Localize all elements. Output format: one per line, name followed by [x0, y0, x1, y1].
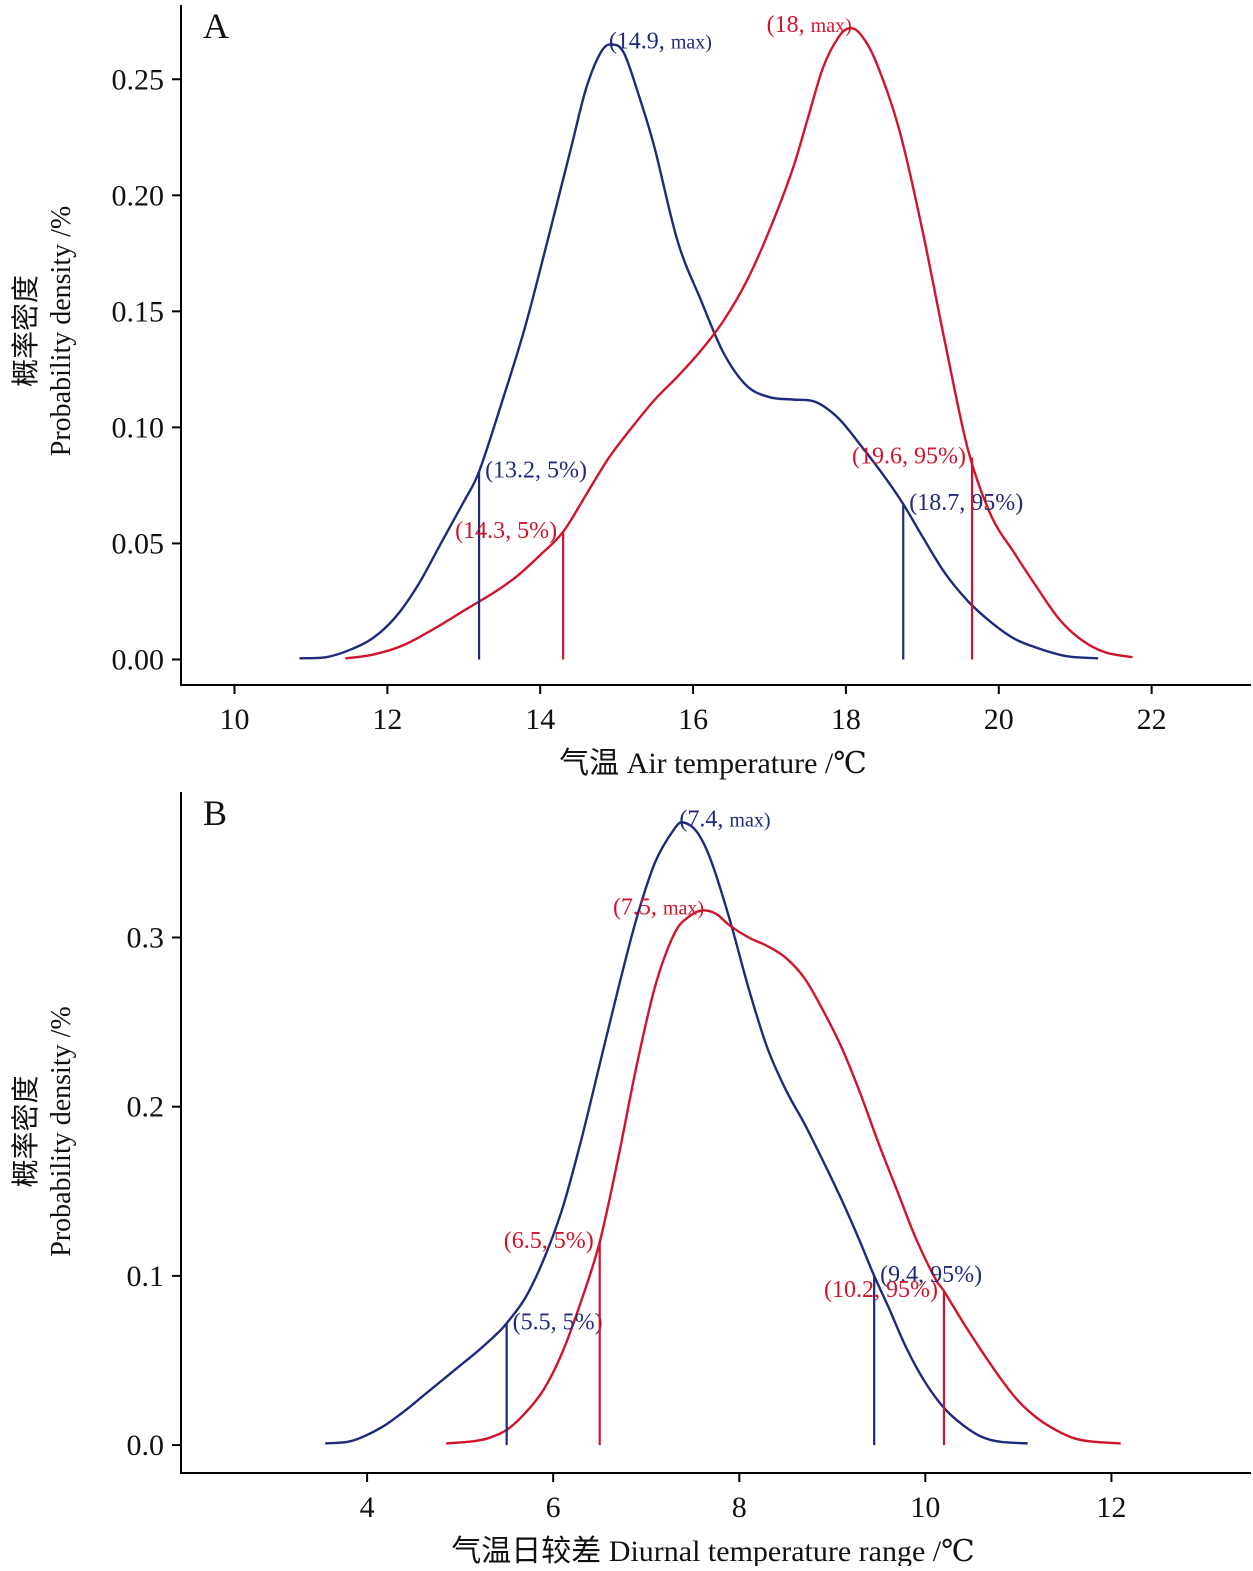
percentile-label: (14.3, 5%) [455, 518, 557, 544]
percentile-label: (9.4, 95%) [880, 1262, 982, 1288]
percentile-label: (19.6, 95%) [852, 444, 966, 470]
max-annotation-value: (7.5, [613, 894, 663, 920]
y-axis-title-en: Probability density /% [46, 1006, 77, 1256]
density-curve-red [345, 26, 1133, 660]
x-tick-label: 22 [1137, 703, 1167, 736]
x-axis-title: 气温日较差 Diurnal temperature range /℃ [451, 1535, 974, 1566]
panel-label: A [203, 6, 229, 46]
max-annotation-word: max) [729, 809, 770, 831]
density-curve-blue [299, 43, 1099, 660]
y-tick-label: 0.0 [127, 1429, 165, 1462]
x-tick-label: 4 [360, 1491, 375, 1524]
percentile-label: (18.7, 95%) [909, 490, 1023, 516]
max-annotation-value: (7.4, [679, 806, 729, 832]
x-tick-label: 20 [984, 703, 1014, 736]
percentile-label: (6.5, 5%) [504, 1228, 594, 1254]
panel-A: 10 12 14 16 18 20 22 0.00 0.05 0.10 0.15 0.20 0.25 A 气… [10, 5, 1251, 780]
y-tick-label: 0.00 [112, 643, 165, 676]
max-annotation: (7.4, max) [679, 806, 770, 832]
max-annotation-word: max) [663, 897, 704, 919]
x-tick-label: 12 [1096, 1491, 1126, 1524]
x-tick-label: 16 [678, 703, 708, 736]
x-tick-label: 12 [372, 703, 402, 736]
x-tick-label: 10 [220, 703, 250, 736]
y-tick-label: 0.2 [127, 1091, 165, 1124]
percentile-label: (10.2, 95%) [824, 1277, 938, 1303]
max-annotation: (14.9, max) [609, 28, 712, 54]
y-axis-title-cn: 概率密度 [10, 275, 42, 387]
x-axis-title: 气温 Air temperature /℃ [559, 747, 867, 780]
max-annotation: (18, max) [767, 12, 852, 38]
y-tick-label: 0.10 [112, 411, 165, 444]
density-curve-red [446, 909, 1121, 1445]
panel-B: 4 6 8 10 12 0.0 0.1 0.2 0.3 B 气温日较差 Diurnal temper… [10, 792, 1251, 1568]
y-tick-label: 0.15 [112, 295, 165, 328]
y-tick-label: 0.25 [112, 63, 165, 96]
max-annotation-value: (14.9, [609, 28, 671, 54]
x-tick-label: 14 [525, 703, 555, 736]
y-tick-label: 0.3 [127, 922, 165, 955]
percentile-label: (13.2, 5%) [485, 457, 587, 483]
x-tick-label: 6 [546, 1491, 561, 1524]
max-annotation-word: max) [671, 31, 712, 53]
y-tick-label: 0.1 [127, 1260, 165, 1293]
x-tick-label: 18 [831, 703, 861, 736]
x-tick-label: 10 [910, 1491, 940, 1524]
y-tick-label: 0.05 [112, 527, 165, 560]
max-annotation: (7.5, max) [613, 894, 704, 920]
y-axis-title-en: Probability density /% [46, 206, 77, 456]
density-curve-blue [325, 821, 1028, 1445]
percentile-label: (5.5, 5%) [513, 1309, 603, 1335]
y-tick-label: 0.20 [112, 179, 165, 212]
y-axis-title-cn: 概率密度 [10, 1075, 42, 1187]
panel-label: B [203, 793, 227, 833]
max-annotation-value: (18, [767, 12, 811, 38]
max-annotation-word: max) [811, 15, 852, 37]
x-tick-label: 8 [732, 1491, 747, 1524]
